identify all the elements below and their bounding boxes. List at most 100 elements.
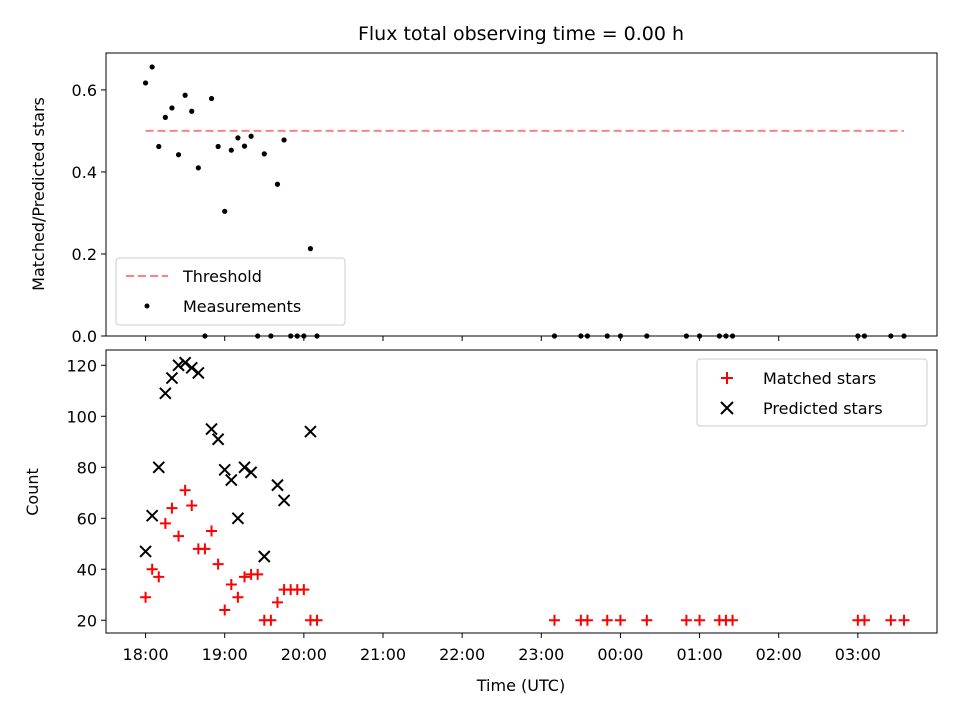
- count-y-axis-label: Count: [23, 468, 42, 516]
- ratio-y-tick-label: 0.2: [72, 245, 97, 264]
- matched-stars-point: [232, 591, 244, 603]
- matched-stars-point: [159, 517, 171, 529]
- predicted-stars-point: [152, 461, 165, 474]
- matched-stars-point: [265, 614, 277, 626]
- predicted-stars-point: [145, 509, 159, 522]
- matched-stars-point: [641, 614, 653, 626]
- count-y-tick-label: 40: [77, 560, 97, 579]
- predicted-stars-point: [165, 371, 179, 385]
- measurements-point: [261, 151, 267, 157]
- count-y-tick-label: 120: [66, 356, 97, 375]
- matched-stars-point: [727, 614, 739, 626]
- count-legend-box: [696, 358, 928, 427]
- measurements-point: [241, 143, 248, 149]
- matched-legend-label: Matched stars: [763, 369, 876, 388]
- measurements-point: [248, 133, 254, 139]
- x-tick-label: 20:00: [281, 645, 327, 664]
- predicted-stars-point: [244, 466, 258, 479]
- matched-stars-point: [614, 614, 626, 626]
- predicted-legend-swatch: [720, 401, 734, 415]
- predicted-stars-point: [205, 422, 218, 436]
- matched-stars-point: [680, 614, 692, 626]
- measurements-point: [281, 137, 287, 143]
- measurements-point: [215, 143, 221, 150]
- matched-stars-point: [199, 543, 211, 555]
- count-plot-area: 20 40 60 80 100 120 18:00 19:00 20:00 21:00 22:00 2…: [66, 349, 938, 664]
- matched-stars-point: [858, 614, 870, 626]
- matched-stars-point: [252, 568, 264, 580]
- predicted-stars-point: [139, 545, 152, 558]
- predicted-stars-point: [185, 361, 198, 375]
- ratio-panel: Flux total observing time = 0.00 h Match…: [29, 23, 938, 346]
- count-axes-frame: [105, 349, 938, 634]
- count-y-tick-label: 80: [77, 458, 97, 477]
- matched-stars-point: [186, 500, 198, 512]
- threshold-legend-label: Threshold: [182, 267, 262, 286]
- predicted-stars-point: [159, 387, 172, 400]
- x-tick-label: 00:00: [597, 645, 643, 664]
- ratio-y-tick-label: 0.6: [72, 81, 97, 100]
- predicted-stars-point: [225, 473, 238, 487]
- measurements-point: [195, 165, 201, 171]
- measurements-point: [208, 95, 215, 102]
- ratio-y-axis-label: Matched/Predicted stars: [29, 97, 48, 291]
- x-tick-label: 21:00: [360, 645, 406, 664]
- measurements-point: [182, 92, 188, 98]
- measurements-legend-swatch: [144, 303, 150, 309]
- measurements-point: [307, 246, 314, 252]
- measurements-point: [189, 108, 195, 114]
- predicted-stars-point: [271, 478, 284, 492]
- x-tick-label: 18:00: [123, 645, 169, 664]
- matched-stars-point: [898, 614, 910, 626]
- measurements-point: [162, 114, 168, 120]
- measurements-point: [228, 147, 234, 153]
- measurements-point: [142, 80, 149, 86]
- measurements-point: [169, 105, 175, 111]
- matched-stars-point: [694, 614, 706, 626]
- count-y-tick-label: 100: [66, 407, 97, 426]
- ratio-y-tick-label: 0.0: [72, 327, 97, 346]
- matched-stars-point: [311, 614, 323, 626]
- measurements-point: [274, 181, 281, 187]
- measurements-point: [222, 208, 228, 214]
- measurements-point: [149, 64, 155, 70]
- matched-stars-point: [581, 614, 593, 626]
- count-legend: Matched stars Predicted stars: [696, 358, 928, 427]
- matched-stars-point: [601, 614, 613, 626]
- predicted-stars-point: [178, 356, 192, 369]
- matched-stars-point: [548, 614, 560, 626]
- ratio-legend-box: [115, 257, 346, 326]
- matched-stars-point: [298, 584, 310, 596]
- predicted-stars-point: [218, 463, 231, 477]
- matched-stars-point: [225, 579, 237, 591]
- measurements-point: [156, 143, 162, 150]
- x-tick-label: 01:00: [677, 645, 723, 664]
- x-tick-label: 23:00: [518, 645, 564, 664]
- ratio-legend: Threshold Measurements: [115, 257, 346, 326]
- matched-stars-point: [885, 614, 897, 626]
- predicted-stars-point: [192, 366, 205, 380]
- x-tick-label: 03:00: [835, 645, 881, 664]
- measurements-point: [235, 135, 241, 141]
- predicted-stars-point: [304, 425, 317, 438]
- matched-legend-swatch: [721, 372, 733, 384]
- x-tick-label: 22:00: [439, 645, 485, 664]
- matched-stars-point: [179, 484, 191, 496]
- x-tick-label: 02:00: [756, 645, 802, 664]
- matched-stars-point: [153, 571, 165, 583]
- ratio-axes-frame: [105, 52, 938, 337]
- predicted-stars-point: [211, 433, 225, 446]
- matched-stars-point: [146, 563, 158, 575]
- predicted-stars-point: [238, 461, 251, 474]
- matched-stars-point: [140, 591, 152, 603]
- matched-stars-point: [239, 571, 250, 583]
- matched-stars-point: [173, 530, 185, 542]
- predicted-stars-point: [172, 359, 185, 372]
- ratio-y-tick-label: 0.4: [72, 163, 97, 182]
- matched-stars-point: [271, 596, 283, 608]
- predicted-stars-point: [277, 494, 291, 507]
- matched-stars-point: [219, 604, 231, 616]
- predicted-stars-point: [231, 512, 245, 525]
- chart-title: Flux total observing time = 0.00 h: [358, 23, 684, 45]
- count-y-tick-label: 60: [77, 509, 97, 528]
